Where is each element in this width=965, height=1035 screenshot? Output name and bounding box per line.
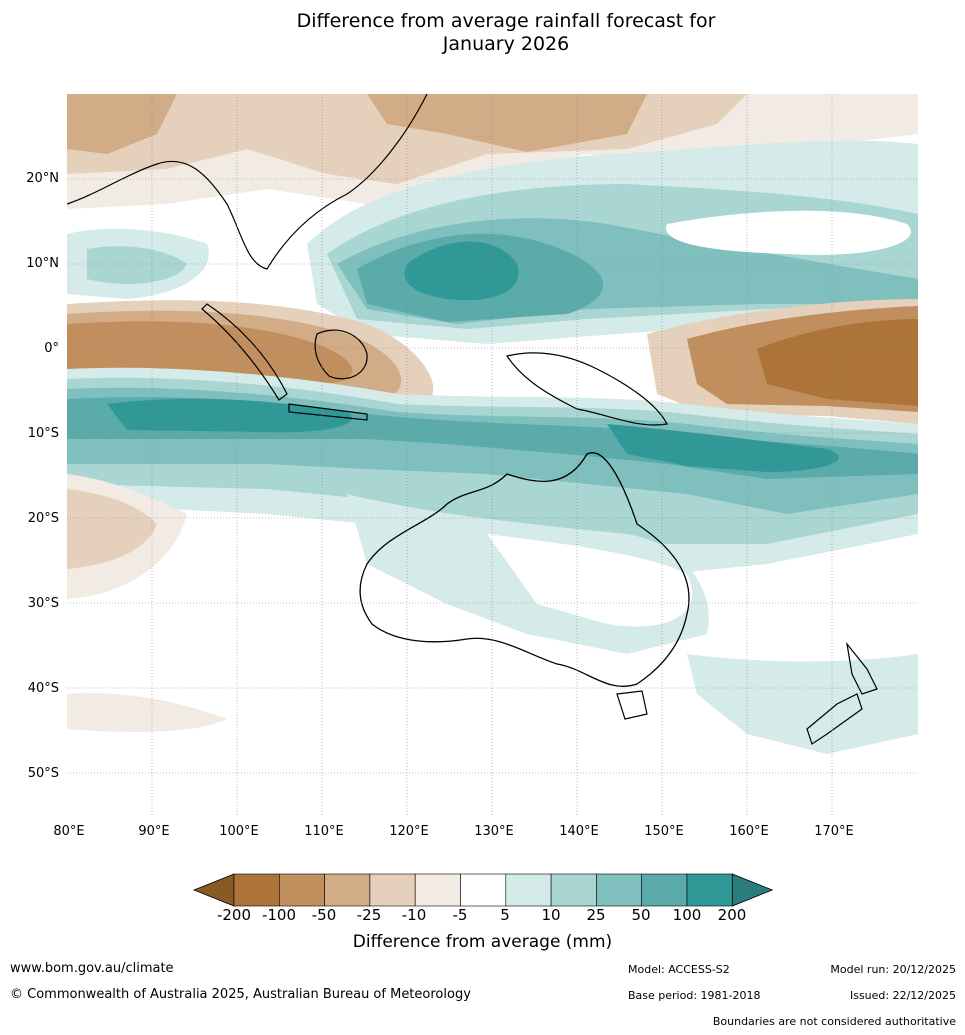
lon-label-120e: 120°E — [389, 824, 429, 839]
colorbar-swatch — [233, 873, 280, 907]
title-line-1: Difference from average rainfall forecas… — [296, 10, 716, 32]
colorbar-label: -100 — [261, 906, 297, 924]
model-name: Model: ACCESS-S2 — [628, 963, 730, 976]
website-link[interactable]: www.bom.gov.au/climate — [10, 961, 174, 976]
colorbar-swatch — [550, 873, 597, 907]
boundaries-disclaimer: Boundaries are not considered authoritat… — [712, 1015, 956, 1028]
lat-label-40s: 40°S — [27, 681, 59, 696]
lon-label-100e: 100°E — [219, 824, 259, 839]
lon-label-140e: 140°E — [559, 824, 599, 839]
lat-label-20n: 20°N — [26, 171, 59, 186]
australia-coastline — [359, 452, 690, 687]
colorbar-swatch — [641, 873, 688, 907]
colorbar — [192, 873, 774, 907]
rainfall-map — [67, 94, 918, 816]
lon-label-160e: 160°E — [729, 824, 769, 839]
colorbar-label: 100 — [672, 906, 702, 924]
colorbar-label: -10 — [401, 906, 427, 924]
colorbar-label: 200 — [717, 906, 747, 924]
colorbar-swatch — [279, 873, 325, 907]
title-line-2: January 2026 — [442, 33, 570, 55]
colorbar-label: -200 — [216, 906, 252, 924]
base-period: Base period: 1981-2018 — [628, 989, 761, 1002]
dry-region-asia-core — [367, 94, 647, 152]
lon-label-80e: 80°E — [53, 824, 85, 839]
colorbar-arrow-high — [731, 873, 774, 907]
colorbar-label: -25 — [356, 906, 382, 924]
issued-date: Issued: 22/12/2025 — [849, 989, 956, 1002]
lon-label-90e: 90°E — [138, 824, 170, 839]
colorbar-label: 10 — [541, 906, 561, 924]
lat-label-30s: 30°S — [27, 596, 59, 611]
colorbar-label: -50 — [311, 906, 337, 924]
colorbar-label: 5 — [500, 906, 510, 924]
colorbar-swatch — [414, 873, 461, 907]
colorbar-swatch — [596, 873, 642, 907]
colorbar-label: 25 — [586, 906, 606, 924]
colorbar-label: 50 — [631, 906, 651, 924]
colorbar-swatch — [686, 873, 733, 907]
colorbar-title: Difference from average (mm) — [352, 932, 613, 952]
lat-label-10n: 10°N — [26, 256, 59, 271]
lat-label-20s: 20°S — [27, 511, 59, 526]
chart-title: Difference from average rainfall forecas… — [0, 10, 965, 56]
colorbar-swatch — [460, 873, 507, 907]
lon-label-150e: 150°E — [644, 824, 684, 839]
colorbar-label: -5 — [452, 906, 468, 924]
lon-label-110e: 110°E — [304, 824, 344, 839]
colorbar-swatch — [369, 873, 416, 907]
lat-label-0: 0° — [44, 341, 59, 356]
colorbar-arrow-low — [192, 873, 235, 907]
lat-label-10s: 10°S — [27, 426, 59, 441]
model-run: Model run: 20/12/2025 — [830, 963, 956, 976]
copyright: © Commonwealth of Australia 2025, Austra… — [10, 987, 471, 1002]
colorbar-swatch — [505, 873, 552, 907]
colorbar-swatch — [324, 873, 371, 907]
lon-label-170e: 170°E — [814, 824, 854, 839]
lon-label-130e: 130°E — [474, 824, 514, 839]
lat-label-50s: 50°S — [27, 766, 59, 781]
